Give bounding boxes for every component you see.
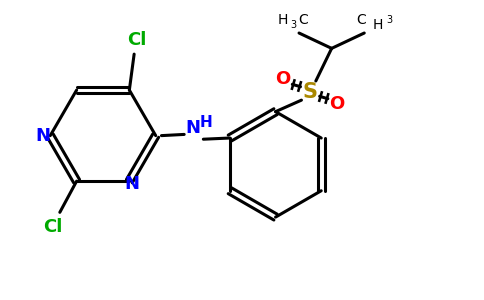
Text: N: N — [185, 119, 200, 137]
Text: N: N — [35, 127, 50, 145]
Text: N: N — [124, 175, 139, 193]
Text: H: H — [200, 115, 212, 130]
Text: C: C — [356, 13, 366, 27]
Text: O: O — [275, 70, 291, 88]
Text: H: H — [373, 18, 383, 32]
Text: Cl: Cl — [43, 218, 62, 236]
Text: H: H — [277, 13, 287, 27]
Text: S: S — [302, 82, 318, 101]
Text: 3: 3 — [290, 20, 297, 30]
Text: Cl: Cl — [127, 31, 146, 49]
Text: C: C — [298, 13, 308, 27]
Text: 3: 3 — [386, 15, 393, 25]
Text: O: O — [329, 95, 345, 113]
